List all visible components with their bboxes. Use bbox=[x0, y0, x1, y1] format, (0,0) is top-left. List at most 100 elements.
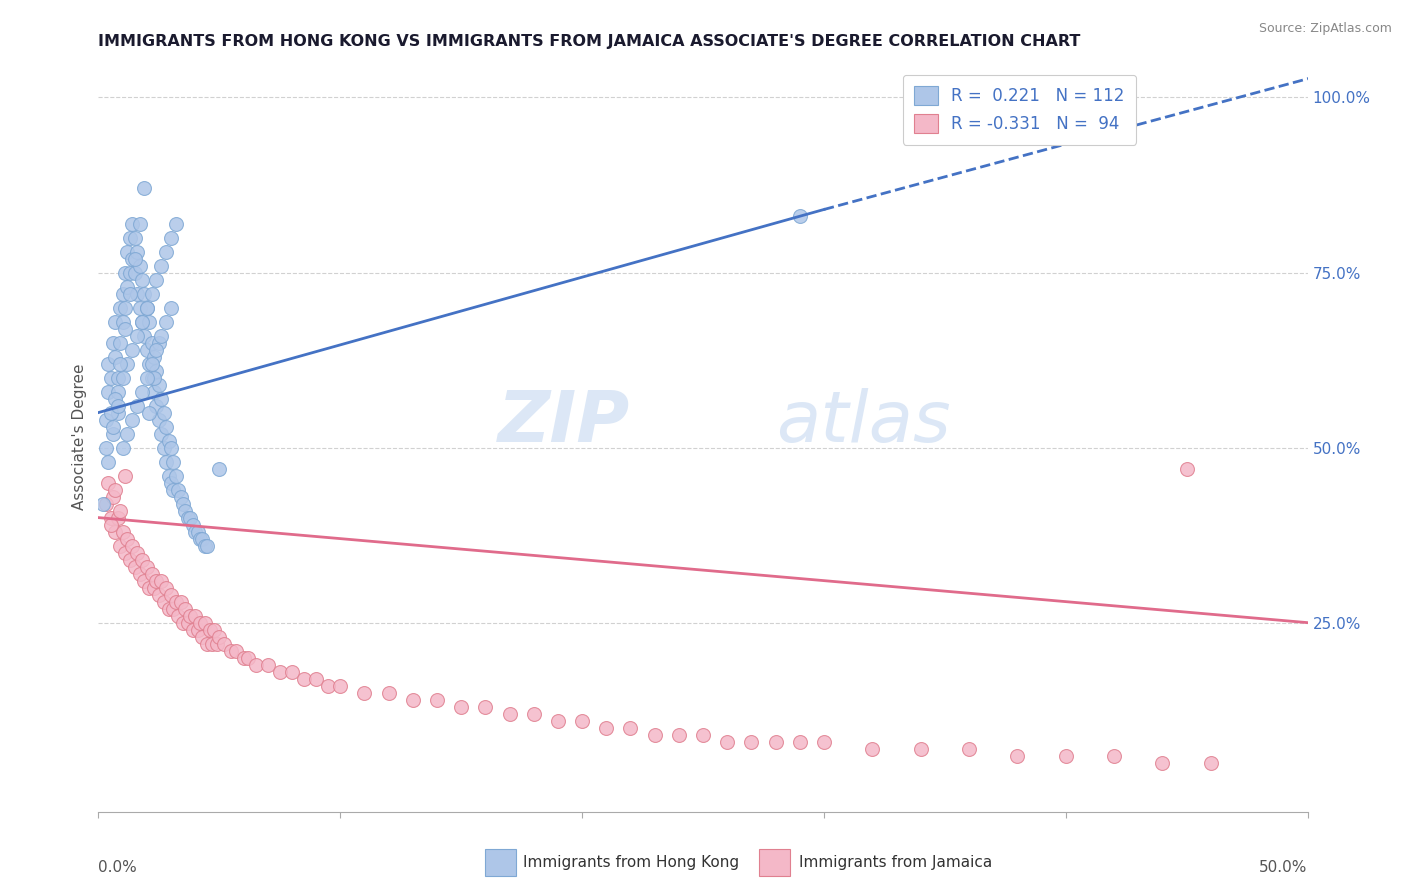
Point bbox=[118, 286, 141, 301]
Point bbox=[128, 301, 150, 315]
Point bbox=[143, 350, 166, 364]
Point bbox=[118, 552, 141, 566]
Point bbox=[160, 230, 183, 244]
Point bbox=[100, 370, 122, 384]
Point bbox=[1007, 748, 1029, 763]
Point bbox=[134, 181, 156, 195]
Point bbox=[148, 588, 170, 602]
Point bbox=[138, 581, 160, 595]
Point bbox=[127, 244, 149, 259]
Text: 50.0%: 50.0% bbox=[1260, 861, 1308, 875]
Point bbox=[195, 539, 218, 553]
Point bbox=[181, 623, 204, 637]
Point bbox=[135, 301, 157, 315]
Point bbox=[292, 672, 315, 686]
Point bbox=[1175, 461, 1198, 475]
Point bbox=[117, 279, 139, 293]
Point bbox=[121, 252, 143, 266]
Point bbox=[174, 601, 197, 615]
Point bbox=[134, 574, 156, 588]
Point bbox=[165, 217, 187, 231]
Point bbox=[97, 475, 120, 490]
Point bbox=[155, 314, 177, 328]
Point bbox=[269, 665, 291, 679]
Point bbox=[150, 392, 173, 406]
Point bbox=[245, 657, 267, 672]
Point bbox=[108, 357, 131, 371]
Point bbox=[765, 734, 787, 748]
Point bbox=[157, 601, 180, 615]
Point bbox=[111, 286, 134, 301]
Point bbox=[208, 461, 231, 475]
Point bbox=[94, 441, 117, 455]
Point bbox=[329, 679, 352, 693]
Point bbox=[94, 497, 117, 511]
Point bbox=[450, 699, 472, 714]
Point bbox=[145, 272, 167, 286]
Point bbox=[131, 552, 153, 566]
Point bbox=[128, 217, 150, 231]
Point bbox=[152, 594, 174, 608]
Point bbox=[114, 321, 136, 335]
Text: IMMIGRANTS FROM HONG KONG VS IMMIGRANTS FROM JAMAICA ASSOCIATE'S DEGREE CORRELAT: IMMIGRANTS FROM HONG KONG VS IMMIGRANTS … bbox=[98, 34, 1081, 49]
Point bbox=[107, 370, 129, 384]
Point bbox=[162, 483, 184, 497]
Point bbox=[619, 721, 641, 735]
Point bbox=[194, 539, 217, 553]
Point bbox=[124, 252, 146, 266]
Text: Immigrants from Jamaica: Immigrants from Jamaica bbox=[799, 855, 991, 870]
Point bbox=[191, 532, 214, 546]
Point bbox=[134, 328, 156, 343]
Point bbox=[111, 314, 134, 328]
Point bbox=[141, 370, 163, 384]
Point bbox=[141, 286, 163, 301]
Point bbox=[162, 601, 184, 615]
Point bbox=[179, 608, 201, 623]
Point bbox=[127, 286, 149, 301]
Point bbox=[101, 490, 124, 504]
Point bbox=[957, 741, 980, 756]
Point bbox=[150, 328, 173, 343]
Point bbox=[256, 657, 278, 672]
Y-axis label: Associate's Degree: Associate's Degree bbox=[72, 364, 87, 510]
Point bbox=[128, 259, 150, 273]
Point bbox=[204, 623, 226, 637]
Point bbox=[194, 615, 217, 630]
Point bbox=[107, 399, 129, 413]
Text: atlas: atlas bbox=[776, 388, 950, 457]
Point bbox=[94, 412, 117, 426]
Point bbox=[547, 714, 569, 728]
Point bbox=[114, 301, 136, 315]
Point bbox=[100, 406, 122, 420]
Point bbox=[121, 412, 143, 426]
Point bbox=[141, 335, 163, 350]
Text: ZIP: ZIP bbox=[498, 388, 630, 457]
Point bbox=[789, 734, 811, 748]
Point bbox=[188, 532, 211, 546]
Point bbox=[221, 643, 243, 657]
Point bbox=[118, 230, 141, 244]
Point bbox=[205, 637, 228, 651]
Point bbox=[100, 517, 122, 532]
Point bbox=[692, 728, 714, 742]
Point bbox=[155, 581, 177, 595]
Point bbox=[910, 741, 932, 756]
Point bbox=[117, 357, 139, 371]
Point bbox=[789, 210, 811, 224]
Point bbox=[225, 643, 247, 657]
Point bbox=[108, 335, 131, 350]
Point bbox=[187, 524, 209, 539]
Point bbox=[172, 615, 194, 630]
Point bbox=[121, 539, 143, 553]
Point bbox=[91, 497, 114, 511]
Point bbox=[474, 699, 496, 714]
Point bbox=[169, 490, 191, 504]
Point bbox=[117, 244, 139, 259]
Point bbox=[181, 517, 204, 532]
Point bbox=[165, 594, 187, 608]
Point bbox=[177, 510, 200, 524]
Point bbox=[187, 623, 209, 637]
Point bbox=[107, 510, 129, 524]
Point bbox=[177, 615, 200, 630]
Point bbox=[523, 706, 546, 721]
